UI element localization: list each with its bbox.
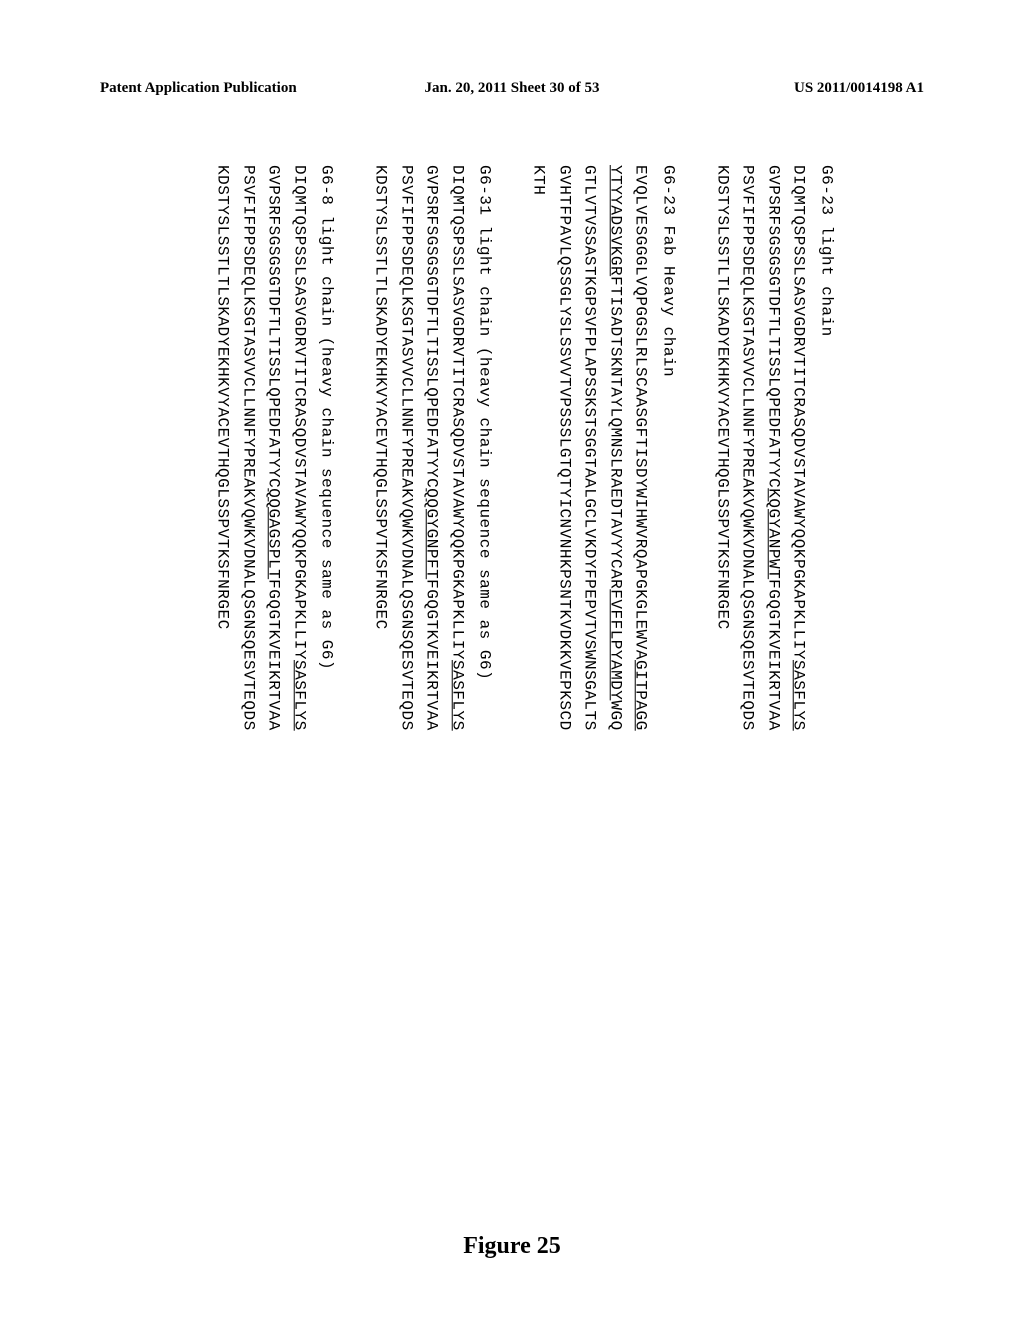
figure-label: Figure 25 xyxy=(463,1233,561,1260)
header-center: Jan. 20, 2011 Sheet 30 of 53 xyxy=(375,80,650,97)
seq-title: G6-8 light chain (heavy chain sequence s… xyxy=(314,165,340,1165)
seq-line: KDSTYSLSSTLTLSKADYEKHKVYACEVTHQGLSSPVTKS… xyxy=(709,165,735,1165)
seq-line: PSVFIFPPSDEQLKSGTASVVCLLNNFYPREAKVQWKVDN… xyxy=(235,165,261,1165)
seq-line: DIQMTQSPSSLSASVGDRVTITCRASQDVSTAVAWYQQKP… xyxy=(786,165,812,1165)
seq-line: GVHTFPAVLQSSGLYSLSSVVTVPSSSLGTQTYICNVNHK… xyxy=(551,165,577,1165)
seq-line: PSVFIFPPSDEQLKSGTASVVCLLNNFYPREAKVQWKVDN… xyxy=(734,165,760,1165)
seq-line: PSVFIFPPSDEQLKSGTASVVCLLNNFYPREAKVQWKVDN… xyxy=(393,165,419,1165)
seq-title: G6-23 light chain xyxy=(813,165,839,1165)
header-right: US 2011/0014198 A1 xyxy=(649,80,924,97)
rotated-sequence-content: G6-23 light chain DIQMTQSPSSLSASVGDRVTIT… xyxy=(181,165,838,1165)
seq-line: GVPSRFSGSGSGTDFTLTISSLQPEDFATYYCQQGYGNPF… xyxy=(418,165,444,1165)
seq-line: YTYYADSVKGRFTISADTSKNTAYLQMNSLRAEDTAVYYC… xyxy=(602,165,628,1165)
header-left: Patent Application Publication xyxy=(100,80,375,97)
seq-block-g6-23-heavy: G6-23 Fab Heavy chain EVQLVESGGGLVQPGGSL… xyxy=(525,165,681,1165)
seq-block-g6-31-light: G6-31 light chain (heavy chain sequence … xyxy=(367,165,497,1165)
seq-line: EVQLVESGGGLVQPGGSLRLSCAASGFTISDYWIHWVRQA… xyxy=(628,165,654,1165)
seq-block-g6-23-light: G6-23 light chain DIQMTQSPSSLSASVGDRVTIT… xyxy=(709,165,839,1165)
seq-line: GTLVTVSSASTKGPSVFPLAPSSKSTSGGTAALGCLVKDY… xyxy=(576,165,602,1165)
seq-block-g6-8-light: G6-8 light chain (heavy chain sequence s… xyxy=(209,165,339,1165)
page-header: Patent Application Publication Jan. 20, … xyxy=(0,80,1024,97)
seq-title: G6-31 light chain (heavy chain sequence … xyxy=(472,165,498,1165)
seq-line: KTH xyxy=(525,165,551,1165)
seq-line: GVPSRFSGSGSGTDFTLTISSLQPEDFATYYCQQGAGSPL… xyxy=(260,165,286,1165)
seq-line: KDSTYSLSSTLTLSKADYEKHKVYACEVTHQGLSSPVTKS… xyxy=(209,165,235,1165)
seq-line: DIQMTQSPSSLSASVGDRVTITCRASQDVSTAVAWYQQKP… xyxy=(286,165,312,1165)
content-area: G6-23 light chain DIQMTQSPSSLSASVGDRVTIT… xyxy=(100,140,920,1190)
seq-line: KDSTYSLSSTLTLSKADYEKHKVYACEVTHQGLSSPVTKS… xyxy=(367,165,393,1165)
seq-line: DIQMTQSPSSLSASVGDRVTITCRASQDVSTAVAWYQQKP… xyxy=(444,165,470,1165)
seq-title: G6-23 Fab Heavy chain xyxy=(655,165,681,1165)
seq-line: GVPSRFSGSGSGTDFTLTISSLQPEDFATYYCKQGYANPW… xyxy=(760,165,786,1165)
